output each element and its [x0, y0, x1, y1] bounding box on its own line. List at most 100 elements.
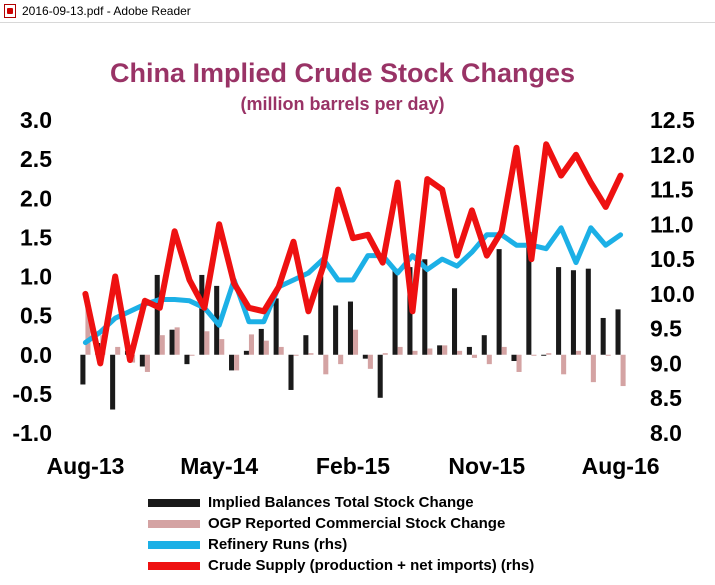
- legend-item: Implied Balances Total Stock Change: [148, 492, 534, 513]
- right-tick-label: 12.0: [650, 142, 695, 168]
- ogp-stock-bar: [219, 339, 225, 355]
- ogp-stock-bar: [204, 331, 210, 355]
- line-series: [82, 141, 624, 367]
- implied-stock-bar: [541, 354, 547, 356]
- x-tick-label: Aug-13: [46, 453, 124, 479]
- legend-label: Implied Balances Total Stock Change: [208, 494, 474, 511]
- right-axis-ticks: 8.0 8.5 9.0 9.5 10.0 10.5 11.0 11.5 12.0 12.5: [650, 107, 695, 446]
- left-tick-label: 2.0: [20, 185, 52, 211]
- x-tick-label: Nov-15: [448, 453, 525, 479]
- ogp-stock-bar: [457, 350, 463, 355]
- right-tick-label: 9.0: [650, 350, 682, 376]
- implied-stock-bar: [585, 268, 591, 355]
- legend-swatch-refinery: [148, 540, 200, 549]
- ogp-stock-bar: [234, 354, 240, 371]
- ogp-stock-bar: [144, 354, 150, 372]
- ogp-stock-bar: [248, 334, 254, 355]
- x-tick-label: May-14: [180, 453, 258, 479]
- left-tick-label: -1.0: [12, 420, 52, 446]
- implied-stock-bar: [600, 317, 606, 355]
- right-tick-label: 11.5: [650, 177, 694, 203]
- implied-stock-bar: [556, 267, 562, 355]
- chart-title: China Implied Crude Stock Changes: [109, 58, 576, 88]
- ogp-stock-bar: [159, 335, 165, 355]
- x-axis-ticks: Aug-13 May-14 Feb-15 Nov-15 Aug-16: [46, 453, 659, 479]
- left-tick-label: 1.0: [20, 264, 52, 290]
- implied-stock-bar: [437, 345, 443, 355]
- ogp-stock-bar: [531, 354, 537, 356]
- right-tick-label: 9.5: [650, 316, 682, 342]
- x-tick-label: Feb-15: [316, 453, 390, 479]
- implied-stock-bar: [496, 249, 502, 355]
- ogp-stock-bar: [516, 354, 522, 372]
- legend-item: OGP Reported Commercial Stock Change: [148, 513, 534, 534]
- right-tick-label: 10.5: [650, 246, 695, 272]
- implied-stock-bar: [347, 301, 353, 355]
- implied-stock-bar: [362, 354, 368, 359]
- implied-stock-bar: [229, 354, 235, 371]
- right-tick-label: 10.0: [650, 281, 695, 307]
- left-tick-label: 2.5: [20, 146, 52, 172]
- ogp-stock-bar: [278, 346, 284, 355]
- ogp-stock-bar: [412, 350, 418, 355]
- ogp-stock-bar: [590, 354, 596, 383]
- ogp-stock-bar: [263, 340, 269, 355]
- ogp-stock-bar: [115, 346, 121, 355]
- implied-stock-bar: [288, 354, 294, 390]
- ogp-stock-bar: [308, 353, 314, 355]
- implied-stock-bar: [110, 354, 116, 410]
- x-tick-label: Aug-16: [582, 453, 660, 479]
- legend-swatch-implied: [148, 498, 200, 507]
- ogp-stock-bar: [575, 350, 582, 355]
- left-tick-label: 0.5: [20, 303, 52, 329]
- implied-stock-bar: [273, 298, 279, 355]
- implied-stock-bar: [466, 346, 472, 355]
- ogp-stock-bar: [561, 354, 567, 375]
- implied-stock-bar: [452, 288, 458, 355]
- bar-series: [80, 231, 626, 410]
- ogp-stock-bar: [85, 302, 91, 355]
- legend-label: Refinery Runs (rhs): [208, 536, 348, 553]
- ogp-stock-bar: [338, 354, 344, 365]
- right-tick-label: 8.0: [650, 420, 682, 446]
- implied-stock-bar: [377, 354, 383, 398]
- pdf-file-icon: [4, 4, 16, 18]
- legend: Implied Balances Total Stock Change OGP …: [148, 492, 534, 576]
- right-tick-label: 12.5: [650, 107, 695, 133]
- implied-stock-bar: [526, 231, 532, 355]
- left-tick-label: 3.0: [20, 107, 52, 133]
- ogp-stock-bar: [501, 346, 507, 355]
- implied-stock-bar: [243, 350, 249, 355]
- ogp-stock-bar: [174, 327, 180, 355]
- ogp-stock-bar: [546, 353, 552, 355]
- left-tick-label: -0.5: [12, 381, 52, 407]
- left-tick-label: 0.0: [20, 342, 52, 368]
- ogp-stock-bar: [486, 354, 492, 365]
- left-axis-ticks: -1.0 -0.5 0.0 0.5 1.0 1.5 2.0 2.5 3.0: [12, 107, 52, 446]
- implied-stock-bar: [333, 305, 339, 355]
- window-titlebar: 2016-09-13.pdf - Adobe Reader: [0, 0, 715, 23]
- legend-item: Crude Supply (production + net imports) …: [148, 555, 534, 576]
- implied-stock-bar: [303, 335, 309, 355]
- legend-label: OGP Reported Commercial Stock Change: [208, 515, 506, 532]
- right-tick-label: 11.0: [650, 211, 694, 237]
- implied-stock-bar: [139, 354, 145, 367]
- legend-swatch-crude-supply: [148, 561, 200, 570]
- ogp-stock-bar: [189, 354, 195, 356]
- implied-stock-bar: [258, 328, 264, 355]
- ogp-stock-bar: [323, 354, 329, 375]
- ogp-stock-bar: [293, 354, 299, 356]
- right-tick-label: 8.5: [650, 385, 682, 411]
- ogp-stock-bar: [605, 354, 611, 356]
- implied-stock-bar: [422, 259, 428, 355]
- implied-stock-bar: [481, 335, 487, 355]
- implied-stock-bar: [392, 268, 398, 355]
- implied-stock-bar: [169, 329, 175, 355]
- implied-stock-bar: [80, 354, 86, 385]
- ogp-stock-bar: [620, 354, 626, 387]
- legend-swatch-ogp: [148, 519, 200, 528]
- ogp-stock-bar: [353, 329, 359, 355]
- ogp-stock-bar: [427, 348, 433, 355]
- implied-stock-bar: [154, 274, 160, 355]
- ogp-stock-bar: [471, 354, 477, 358]
